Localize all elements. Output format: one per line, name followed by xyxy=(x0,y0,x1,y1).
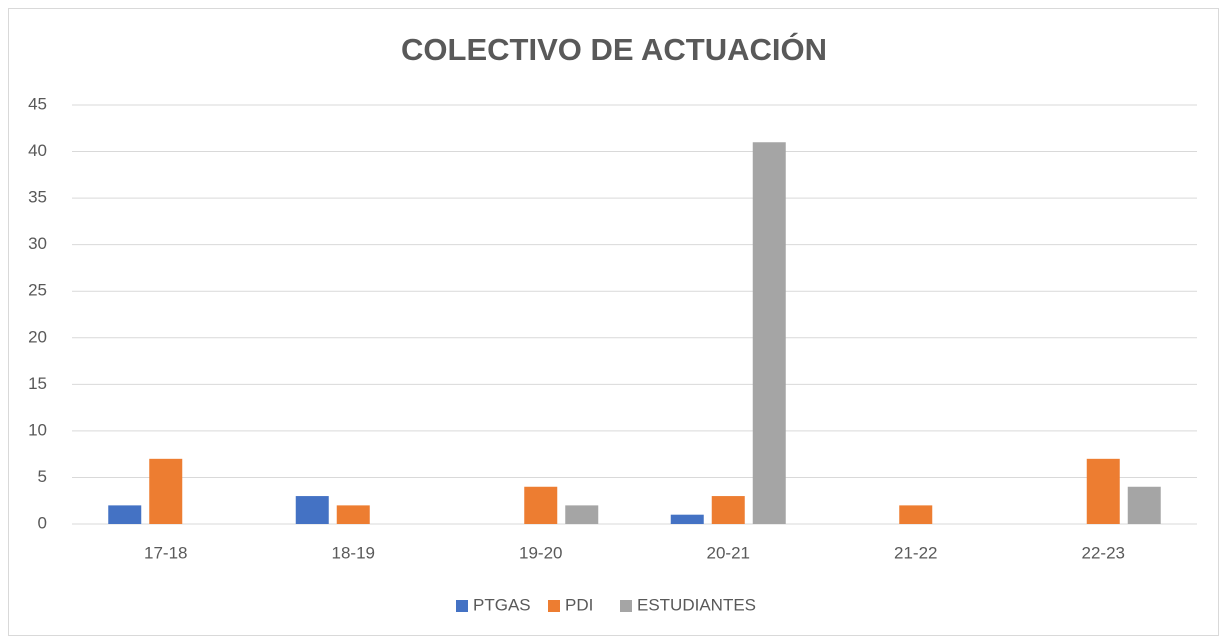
x-tick-label: 21-22 xyxy=(894,543,937,562)
x-tick-label: 17-18 xyxy=(144,543,187,562)
bar xyxy=(524,486,558,524)
y-tick-label: 40 xyxy=(28,141,47,160)
y-tick-label: 30 xyxy=(28,234,47,253)
legend-label: ESTUDIANTES xyxy=(637,595,756,614)
bar xyxy=(1086,458,1120,524)
bar xyxy=(752,142,786,524)
bar xyxy=(565,505,599,524)
bar xyxy=(108,505,142,524)
x-tick-label: 19-20 xyxy=(519,543,562,562)
bar xyxy=(295,496,329,524)
legend-label: PDI xyxy=(565,595,593,614)
chart-frame xyxy=(8,8,1219,636)
x-tick-label: 20-21 xyxy=(707,543,750,562)
bar xyxy=(1127,486,1161,524)
y-tick-label: 35 xyxy=(28,188,47,207)
y-tick-label: 5 xyxy=(38,467,47,486)
y-tick-label: 25 xyxy=(28,281,47,300)
bar xyxy=(670,514,704,524)
legend-swatch xyxy=(456,600,468,612)
y-tick-label: 15 xyxy=(28,374,47,393)
y-tick-label: 0 xyxy=(38,513,47,532)
y-tick-label: 10 xyxy=(28,420,47,439)
y-tick-label: 45 xyxy=(28,94,47,113)
x-tick-label: 22-23 xyxy=(1082,543,1125,562)
chart-title: COLECTIVO DE ACTUACIÓN xyxy=(401,31,827,67)
bar xyxy=(149,458,183,524)
legend-swatch xyxy=(620,600,632,612)
bar xyxy=(899,505,933,524)
y-tick-label: 20 xyxy=(28,327,47,346)
x-tick-label: 18-19 xyxy=(332,543,375,562)
legend-label: PTGAS xyxy=(473,595,531,614)
legend-swatch xyxy=(548,600,560,612)
bar xyxy=(711,496,745,524)
bar xyxy=(336,505,370,524)
